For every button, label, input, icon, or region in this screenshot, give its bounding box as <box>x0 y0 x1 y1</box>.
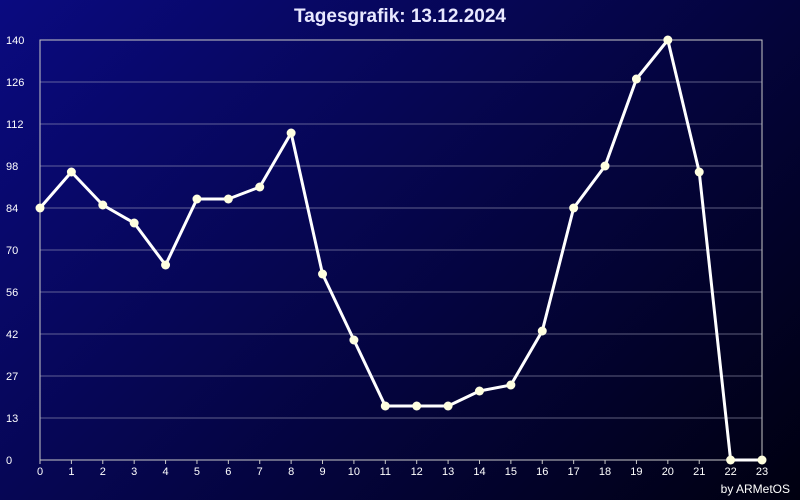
line-layer <box>38 38 762 462</box>
data-point <box>663 35 673 45</box>
x-tick-label: 5 <box>194 466 200 478</box>
credit-label: by ARMetOS <box>720 482 790 496</box>
data-point <box>569 203 579 213</box>
grid-layer <box>39 39 763 461</box>
data-point <box>223 194 233 204</box>
x-tick-label: 22 <box>724 466 736 478</box>
data-point <box>35 203 45 213</box>
y-tick-label: 56 <box>6 287 18 299</box>
data-point <box>757 455 767 465</box>
data-point <box>443 401 453 411</box>
x-tick-label: 14 <box>473 466 485 478</box>
x-tick-label: 19 <box>630 466 642 478</box>
x-tick-label: 10 <box>348 466 360 478</box>
data-point <box>694 167 704 177</box>
y-tick-label: 70 <box>6 245 18 257</box>
y-tick-label: 13 <box>6 413 18 425</box>
x-tick-label: 12 <box>411 466 423 478</box>
data-point <box>129 218 139 228</box>
y-tick-label: 0 <box>6 455 12 467</box>
data-point <box>380 401 390 411</box>
x-tick-label: 8 <box>288 466 294 478</box>
y-tick-label: 112 <box>6 119 24 131</box>
x-tick-label: 9 <box>319 466 325 478</box>
x-tick-label: 11 <box>380 466 391 478</box>
data-point <box>349 335 359 345</box>
x-tick-label: 7 <box>257 466 263 478</box>
data-point <box>600 161 610 171</box>
data-point <box>66 167 76 177</box>
x-tick-label: 0 <box>37 466 43 478</box>
data-point <box>255 182 265 192</box>
data-point <box>412 401 422 411</box>
data-point <box>631 74 641 84</box>
y-tick-label: 42 <box>6 329 18 341</box>
x-tick-label: 18 <box>599 466 611 478</box>
x-tick-label: 6 <box>225 466 231 478</box>
x-tick-label: 21 <box>693 466 705 478</box>
y-tick-label: 84 <box>6 203 18 215</box>
y-tick-label: 98 <box>6 161 18 173</box>
data-point <box>726 455 736 465</box>
x-tick-label: 1 <box>68 466 74 478</box>
point-layer <box>35 35 767 465</box>
chart-title: Tagesgrafik: 13.12.2024 <box>294 6 506 27</box>
x-tick-label: 2 <box>100 466 106 478</box>
data-point <box>98 200 108 210</box>
y-tick-label: 27 <box>6 371 18 383</box>
data-point <box>474 386 484 396</box>
y-tick-label: 126 <box>6 77 24 89</box>
data-point <box>192 194 202 204</box>
data-point <box>286 128 296 138</box>
y-tick-label: 140 <box>6 35 24 47</box>
x-tick-label: 15 <box>505 466 517 478</box>
data-point <box>318 269 328 279</box>
x-tick-label: 17 <box>568 466 580 478</box>
x-tick-label: 4 <box>163 466 169 478</box>
x-tick-label: 20 <box>662 466 674 478</box>
data-point <box>537 326 547 336</box>
x-tick-label: 3 <box>131 466 137 478</box>
x-tick-label: 23 <box>756 466 768 478</box>
series-line <box>38 38 762 462</box>
x-tick-label: 13 <box>442 466 454 478</box>
data-point <box>161 260 171 270</box>
x-tick-label: 16 <box>536 466 548 478</box>
data-point <box>506 380 516 390</box>
